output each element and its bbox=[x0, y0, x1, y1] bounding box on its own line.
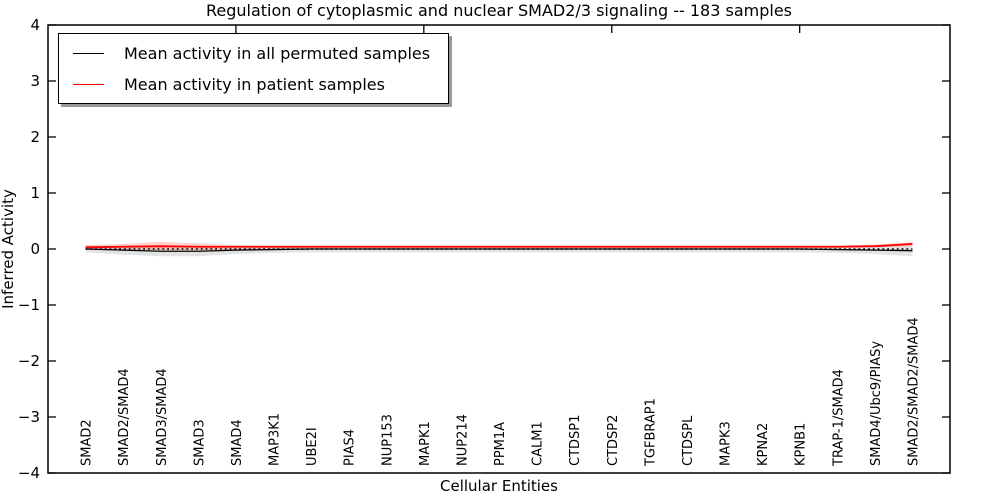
axes-frame bbox=[47, 24, 951, 474]
x-category-label: SMAD3 bbox=[192, 419, 207, 466]
x-category-label: MAPK3 bbox=[719, 421, 734, 466]
x-category-label: KPNA2 bbox=[756, 423, 771, 466]
chart-title: Regulation of cytoplasmic and nuclear SM… bbox=[206, 1, 792, 20]
y-tick-label: 3 bbox=[30, 72, 40, 90]
x-category-label: NUP153 bbox=[380, 414, 395, 466]
x-category-label: MAP3K1 bbox=[268, 413, 283, 466]
x-category-label: PIAS4 bbox=[343, 429, 358, 466]
x-category-label: SMAD4/Ubc9/PIASy bbox=[869, 341, 884, 466]
x-category-label: CALM1 bbox=[531, 421, 546, 466]
x-category-label: TGFBRAP1 bbox=[643, 398, 658, 467]
x-category-label: SMAD2/SMAD2/SMAD4 bbox=[906, 317, 921, 466]
x-axis-label: Cellular Entities bbox=[440, 477, 558, 495]
y-tick-label: 0 bbox=[30, 240, 40, 258]
series-line-permuted bbox=[85, 248, 913, 252]
legend-entry-permuted: Mean activity in all permuted samples bbox=[73, 42, 430, 64]
x-category-label: SMAD2/SMAD4 bbox=[117, 368, 132, 466]
x-category-label: UBE2I bbox=[305, 427, 320, 466]
x-category-label: SMAD4 bbox=[230, 419, 245, 466]
y-tick-label: 4 bbox=[30, 16, 40, 34]
x-category-label: SMAD2 bbox=[80, 419, 95, 466]
legend-box: Mean activity in all permuted samples Me… bbox=[58, 33, 450, 104]
x-category-label: MAPK1 bbox=[418, 421, 433, 466]
y-tick-label: −2 bbox=[18, 352, 40, 370]
x-category-label: CTDSP2 bbox=[606, 415, 621, 466]
y-tick-label: −3 bbox=[18, 408, 40, 426]
x-category-label: NUP214 bbox=[455, 414, 470, 466]
y-tick-label: 1 bbox=[30, 184, 40, 202]
y-tick-label: 2 bbox=[30, 128, 40, 146]
x-category-label: TRAP-1/SMAD4 bbox=[831, 369, 846, 467]
legend-label-patient: Mean activity in patient samples bbox=[124, 74, 385, 94]
permuted-line-swatch bbox=[73, 52, 104, 54]
plot-area: −4 −3 −2 −1 0 1 2 3 4 SMAD2 SMAD2/SMAD4 SMAD3/SMAD4… bbox=[18, 16, 950, 482]
x-category-label: CTDSP1 bbox=[568, 415, 583, 466]
y-axis-label: Inferred Activity bbox=[0, 189, 17, 309]
x-category-label: KPNB1 bbox=[794, 423, 809, 466]
y-tick-label: −1 bbox=[18, 296, 40, 314]
series-line-patient bbox=[85, 243, 913, 249]
y-tick-label: −4 bbox=[18, 464, 40, 482]
x-category-label: CTDSPL bbox=[681, 415, 696, 466]
legend-entry-patient: Mean activity in patient samples bbox=[73, 73, 430, 95]
x-category-label: PPM1A bbox=[493, 422, 508, 466]
x-category-label: SMAD3/SMAD4 bbox=[155, 368, 170, 466]
patient-line-swatch bbox=[73, 83, 104, 85]
legend-label-permuted: Mean activity in all permuted samples bbox=[124, 43, 431, 63]
